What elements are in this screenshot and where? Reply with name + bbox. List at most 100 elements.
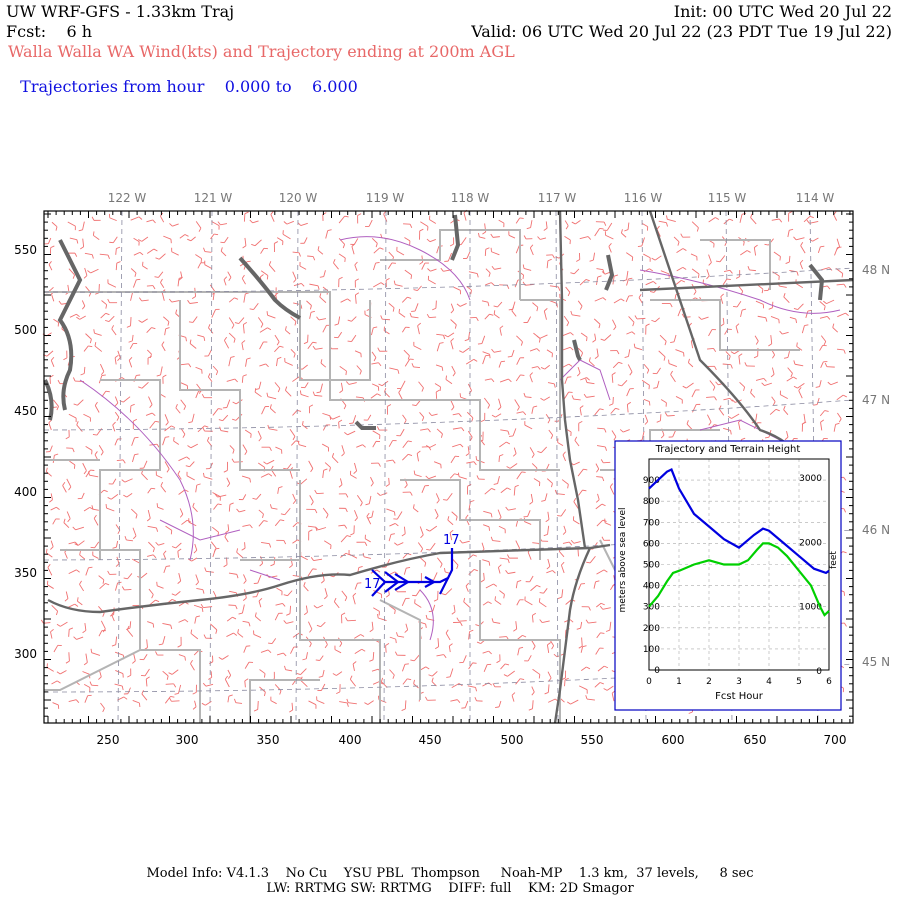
wind-barb-flag [152,623,155,628]
wind-barb [594,408,601,416]
wind-barb [298,444,307,448]
wind-barb [141,318,148,323]
wind-barb-flag [497,406,502,411]
wind-barb [493,313,500,319]
wind-barb [500,429,508,432]
wind-barb [507,670,515,677]
wind-barb-flag [224,675,228,680]
wind-barb [452,413,459,416]
wind-barb-flag [443,654,447,659]
wind-barb [819,301,826,307]
wind-barb [654,317,660,323]
wind-barb [643,268,650,273]
wind-barb [403,568,407,575]
wind-barb [573,541,581,544]
wind-barb-flag [333,259,336,264]
wind-barb [177,551,179,558]
wind-barb-flag [554,489,558,494]
wind-barb [94,332,102,336]
wind-barb [171,251,179,256]
wind-barb [580,377,587,381]
wind-barb [706,269,710,277]
wind-barb-flag [116,246,121,250]
wind-barb-flag [511,692,516,696]
wind-barb-flag [568,541,573,546]
wind-barb [319,383,323,393]
wind-barb [420,428,429,431]
wind-barb-flag [303,582,306,587]
valid-time: Valid: 06 UTC Wed 20 Jul 22 (23 PDT Tue … [471,22,892,41]
wind-barb [516,357,521,365]
wind-barb-flag [842,551,847,554]
wind-barb-flag [233,632,238,636]
wind-barb-flag [470,500,475,503]
wind-barb-flag [582,645,587,648]
wind-barb-flag [76,421,79,426]
wind-barb-flag [269,404,272,409]
wind-barb [341,445,345,454]
wind-barb-flag [727,416,732,419]
wind-barb [334,649,342,654]
wind-barb-flag [824,362,828,367]
wind-barb-flag [459,350,464,353]
wind-barb [51,293,55,302]
wind-barb [435,493,440,501]
wind-barb [337,331,343,338]
wind-barb [226,632,234,637]
wind-barb-flag [293,279,297,283]
wind-barb [258,509,264,515]
wind-barb [589,555,596,564]
wind-barb-flag [490,536,494,541]
wind-barb-flag [507,554,510,559]
wind-barb [642,223,648,228]
wind-barb [783,296,790,304]
wind-barb [63,522,70,528]
wind-barb [531,615,534,623]
wind-barb-flag [217,503,222,506]
wind-barb-flag [312,345,316,350]
wind-barb [243,574,247,581]
wind-barb [749,269,756,272]
wind-barb [596,632,601,639]
wind-barb-flag [243,321,248,325]
wind-barb-flag [315,659,320,661]
wind-barb [160,366,163,376]
wind-barb [579,236,589,240]
wind-barb [178,489,186,495]
wind-barb [837,412,842,419]
wind-barb-flag [387,404,392,407]
wind-barb-flag [355,292,360,296]
wind-barb-flag [783,293,786,298]
wind-barb [171,299,181,303]
wind-barb [527,510,531,517]
trajectory-arrow [384,571,400,593]
wind-barb-flag [344,524,348,529]
wind-barb [548,698,556,703]
wind-barb-flag [380,315,383,320]
wind-barb-flag [320,580,325,584]
wind-barb [691,268,700,275]
wind-barb-flag [259,563,263,567]
wind-barb-flag [517,406,520,411]
wind-barb-flag [421,417,425,422]
wind-barb-flag [809,238,813,242]
wind-barb-flag [493,483,498,485]
wind-barb [271,507,278,510]
wind-barb [291,702,294,711]
wind-barb [107,283,117,288]
wind-barb-flag [325,514,329,519]
wind-barb-flag [312,391,316,396]
wind-barb [338,524,345,527]
wind-barb-flag [463,597,466,602]
wind-barb-flag [744,362,747,367]
wind-barb-flag [507,430,510,435]
wind-barb [720,296,724,304]
wind-barb-flag [236,548,239,553]
wind-barb-flag [380,233,383,238]
wind-barb [429,219,437,224]
wind-barb-flag [74,252,78,257]
wind-barb-flag [309,305,312,310]
wind-barb-flag [132,535,137,540]
wind-barb [493,350,502,353]
wind-barb [255,616,262,622]
